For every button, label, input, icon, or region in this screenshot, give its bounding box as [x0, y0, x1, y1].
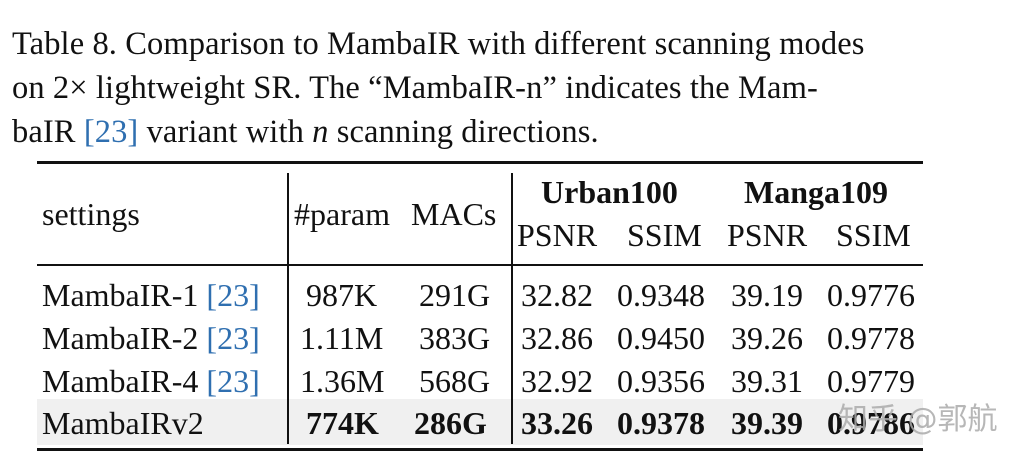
caption-text: scanning directions.	[328, 114, 599, 150]
table-bottom-rule	[37, 448, 923, 451]
cell-urban-psnr: 32.92	[521, 363, 593, 399]
header-urban-psnr: PSNR	[517, 217, 598, 253]
caption-line-3: baIR [23] variant with n scanning direct…	[12, 110, 962, 154]
row-label: MambaIR-4	[42, 363, 207, 399]
citation-link[interactable]: [23]	[206, 277, 260, 313]
table-top-rule	[37, 161, 923, 164]
cell-macs: 286G	[414, 405, 487, 441]
header-manga109: Manga109	[744, 174, 888, 210]
header-manga-ssim: SSIM	[836, 217, 911, 253]
cell-urban-ssim: 0.9348	[617, 277, 705, 313]
table-row-name: MambaIR-4 [23]	[42, 361, 260, 401]
cell-manga-psnr: 39.19	[731, 277, 803, 313]
table-row-name: MambaIRv2	[42, 403, 204, 443]
watermark-text: 知乎 @郭航	[838, 402, 998, 437]
cell-macs: 568G	[419, 363, 491, 399]
cell-param: 774K	[306, 405, 379, 441]
cell-urban-psnr: 32.82	[521, 277, 593, 313]
cell-manga-ssim: 0.9778	[827, 320, 915, 356]
column-separator	[511, 173, 513, 444]
caption-text: variant with	[138, 114, 313, 150]
caption-line-2: on 2× lightweight SR. The “MambaIR-n” in…	[12, 70, 818, 106]
table-mid-rule	[37, 264, 923, 266]
cell-param: 1.11M	[300, 320, 384, 356]
table-row-name: MambaIR-2 [23]	[42, 318, 260, 358]
row-label: MambaIRv2	[42, 405, 204, 441]
header-urban-ssim: SSIM	[627, 217, 702, 253]
cell-manga-ssim: 0.9779	[827, 363, 915, 399]
header-macs: MACs	[411, 196, 497, 232]
caption-variable: n	[312, 114, 329, 150]
cell-macs: 291G	[419, 277, 491, 313]
caption-text: baIR	[12, 114, 84, 150]
citation-link[interactable]: [23]	[206, 363, 260, 399]
citation-link[interactable]: [23]	[206, 320, 260, 356]
cell-manga-psnr: 39.31	[731, 363, 803, 399]
cell-manga-psnr: 39.26	[731, 320, 803, 356]
cell-urban-ssim: 0.9450	[617, 320, 705, 356]
cell-manga-ssim: 0.9776	[827, 277, 915, 313]
cell-urban-ssim: 0.9378	[617, 405, 705, 441]
header-urban100: Urban100	[541, 174, 678, 210]
cell-urban-psnr: 33.26	[521, 405, 593, 441]
highlight-row-background	[37, 399, 923, 445]
header-manga-psnr: PSNR	[727, 217, 808, 253]
cell-urban-ssim: 0.9356	[617, 363, 705, 399]
cell-param: 1.36M	[300, 363, 385, 399]
citation-link[interactable]: [23]	[83, 114, 139, 150]
cell-urban-psnr: 32.86	[521, 320, 593, 356]
cell-param: 987K	[306, 277, 378, 313]
table-caption: Table 8. Comparison to MambaIR with diff…	[12, 22, 962, 154]
header-settings: settings	[42, 196, 140, 232]
cell-macs: 383G	[419, 320, 491, 356]
row-label: MambaIR-1	[42, 277, 207, 313]
cell-manga-ssim: 0.9786	[827, 405, 915, 441]
cell-manga-psnr: 39.39	[731, 405, 803, 441]
caption-line-1: Table 8. Comparison to MambaIR with diff…	[12, 26, 865, 62]
column-separator	[287, 173, 289, 444]
row-label: MambaIR-2	[42, 320, 207, 356]
table-row-name: MambaIR-1 [23]	[42, 275, 260, 315]
header-param: #param	[294, 196, 390, 232]
